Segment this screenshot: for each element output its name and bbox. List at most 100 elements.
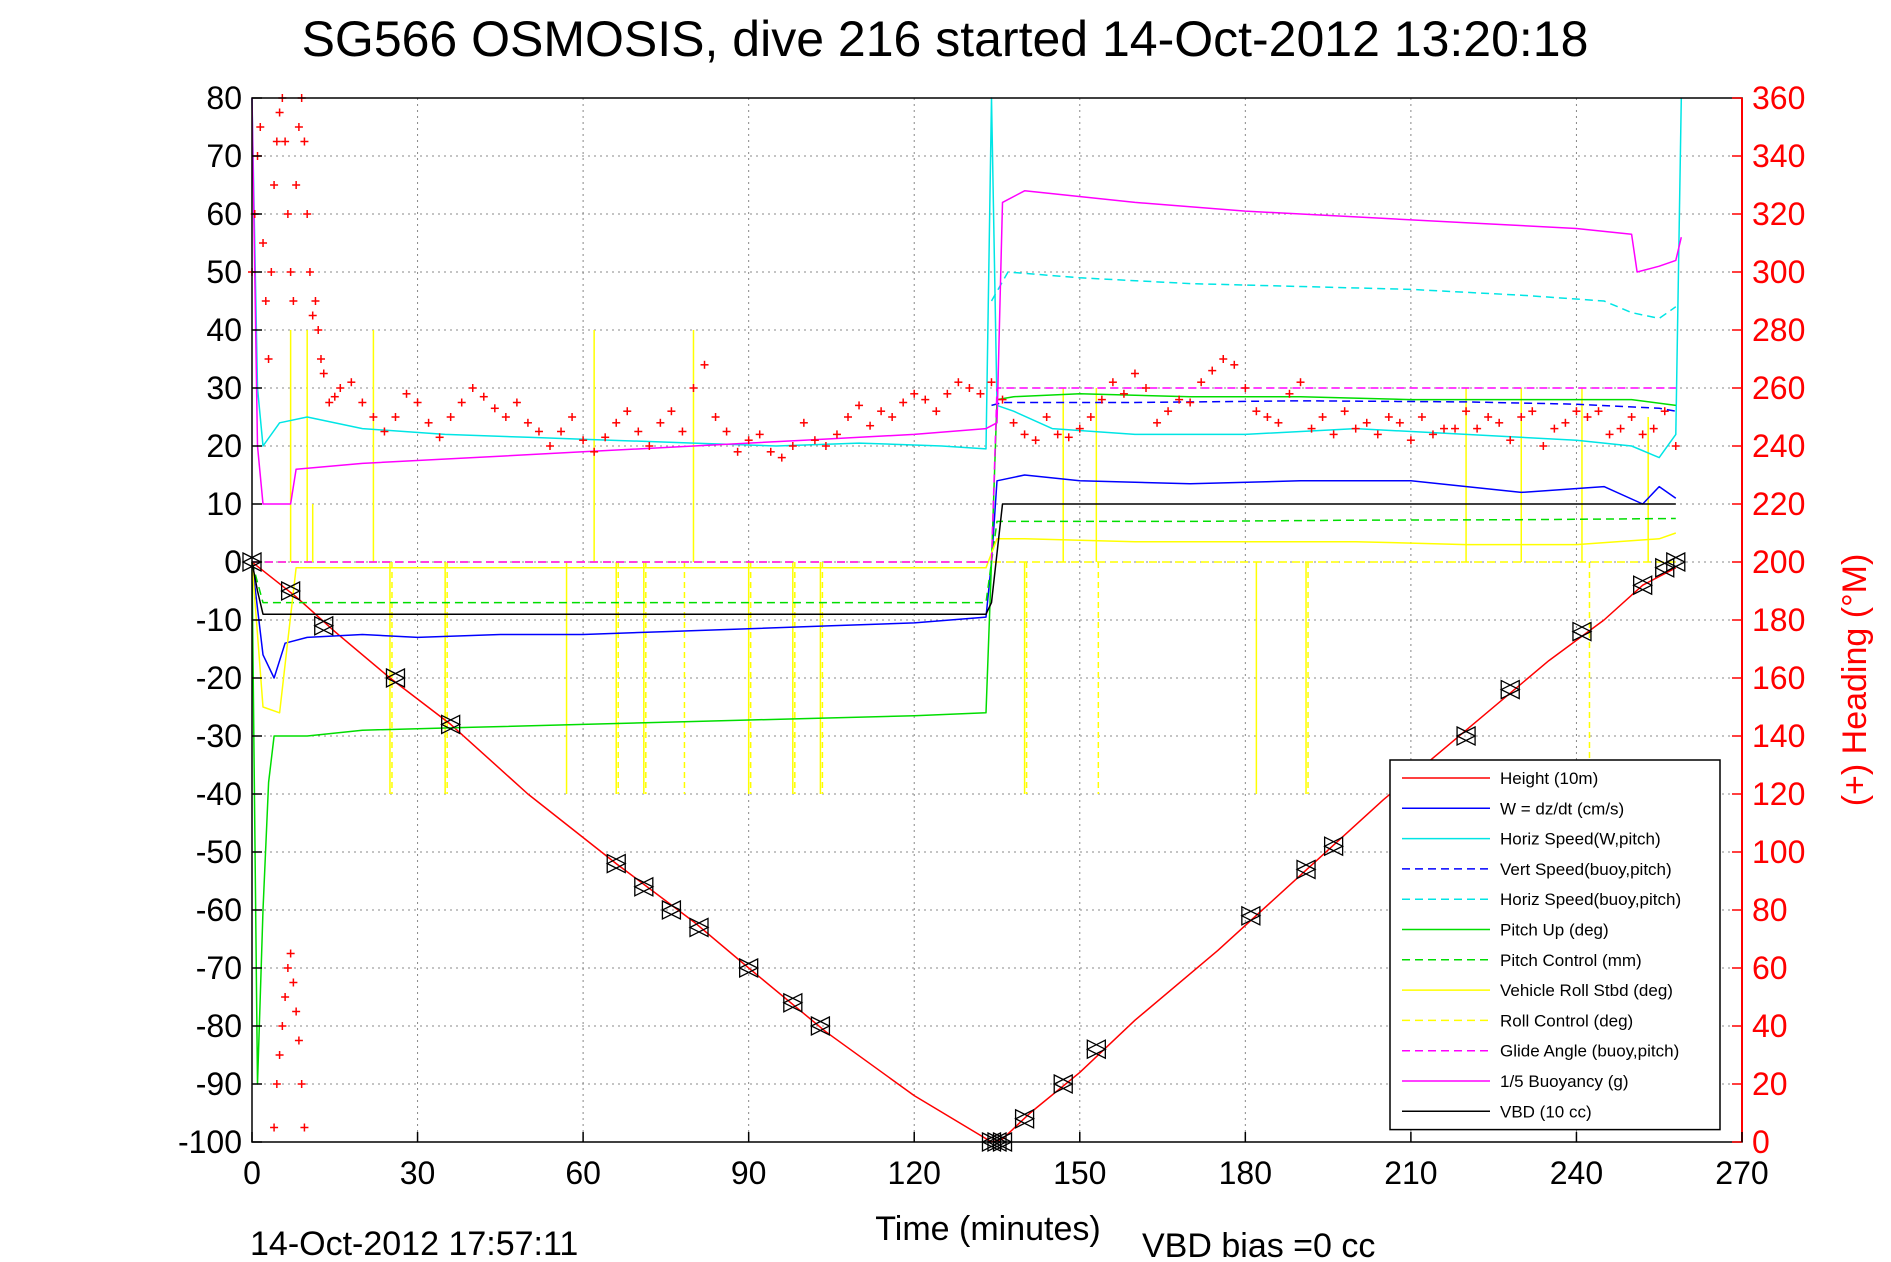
left-tick-label: -90: [196, 1066, 242, 1102]
heading-point: [501, 413, 510, 421]
right-tick-label: 0: [1752, 1124, 1770, 1160]
heading-point: [275, 1051, 284, 1059]
heading-point: [1517, 413, 1526, 421]
right-tick-label: 160: [1752, 660, 1805, 696]
heading-point: [1208, 366, 1217, 375]
x-tick-label: 270: [1715, 1155, 1768, 1191]
heading-point: [283, 964, 292, 972]
pitch-marker: [1499, 679, 1521, 700]
right-tick-label: 340: [1752, 138, 1805, 174]
heading-point: [579, 436, 588, 445]
marker-triangle-left: [1052, 1073, 1073, 1095]
heading-point: [1428, 430, 1437, 439]
heading-point: [855, 401, 864, 410]
heading-point: [910, 389, 919, 398]
left-tick-label: 80: [206, 80, 242, 116]
heading-point: [943, 389, 952, 398]
heading-point: [1164, 407, 1173, 416]
heading-point: [391, 413, 400, 421]
marker-triangle-left: [688, 917, 709, 938]
pitch-marker: [660, 899, 682, 921]
heading-point: [281, 993, 290, 1001]
heading-point: [286, 268, 295, 276]
series-line: [251, 474, 1677, 679]
heading-point: [272, 1080, 281, 1088]
heading-point: [667, 407, 676, 416]
heading-point: [1506, 436, 1515, 445]
heading-point: [1219, 355, 1228, 363]
heading-point: [700, 360, 709, 369]
heading-point: [1252, 407, 1261, 416]
heading-point: [1660, 407, 1669, 416]
heading-point: [755, 430, 764, 439]
heading-point: [336, 384, 345, 392]
heading-point: [347, 378, 356, 387]
left-tick-label: -50: [196, 834, 242, 870]
heading-point: [1197, 378, 1206, 387]
x-tick-label: 90: [731, 1155, 767, 1191]
heading-point: [1340, 407, 1349, 416]
heading-point: [965, 384, 974, 392]
heading-point: [722, 427, 731, 436]
legend-entry-label: Roll Control (deg): [1500, 1011, 1633, 1030]
legend-entry-label: Pitch Control (mm): [1500, 951, 1642, 970]
heading-point: [1462, 407, 1471, 416]
pitch-marker: [385, 667, 406, 689]
right-tick-label: 320: [1752, 196, 1805, 232]
heading-point: [523, 418, 532, 427]
heading-point: [314, 326, 323, 334]
x-tick-label: 60: [565, 1155, 601, 1191]
heading-point: [259, 239, 268, 247]
heading-point: [1186, 398, 1195, 407]
heading-point: [1130, 369, 1139, 378]
marker-triangle-left: [1014, 1108, 1035, 1129]
heading-point: [308, 311, 317, 320]
left-tick-label: -40: [196, 776, 242, 812]
left-tick-label: -100: [178, 1124, 242, 1160]
heading-point: [1561, 418, 1570, 427]
legend-entry-label: Horiz Speed(buoy,pitch): [1500, 890, 1681, 909]
heading-point: [300, 137, 309, 146]
left-tick-label: -70: [196, 950, 242, 986]
heading-point: [1484, 413, 1493, 421]
heading-point: [512, 398, 521, 407]
pitch-marker: [1455, 725, 1477, 747]
heading-point: [1362, 418, 1371, 427]
right-tick-label: 120: [1752, 776, 1805, 812]
heading-point: [292, 181, 301, 189]
left-tick-label: 60: [206, 196, 242, 232]
heading-point: [678, 427, 687, 436]
heading-point: [1594, 407, 1603, 416]
heading-point: [289, 297, 298, 305]
heading-point: [1627, 413, 1636, 421]
heading-point: [1086, 413, 1095, 421]
heading-point: [311, 297, 320, 305]
series-line: [990, 271, 1677, 320]
left-tick-label: 30: [206, 370, 242, 406]
heading-point: [1473, 424, 1482, 433]
plot-area: 80706050403020100-10-20-30-40-50-60-70-8…: [178, 80, 1805, 1191]
pitch-marker: [738, 957, 760, 979]
pitch-marker: [782, 992, 804, 1013]
footer-vbd-bias: VBD bias =0 cc: [1142, 1227, 1375, 1262]
right-tick-label: 360: [1752, 80, 1805, 116]
heading-point: [369, 413, 378, 421]
series-line: [251, 532, 1677, 714]
heading-point: [413, 398, 422, 407]
heading-point: [623, 407, 632, 416]
heading-point: [634, 427, 643, 436]
heading-point: [866, 421, 875, 430]
chart-title: SG566 OSMOSIS, dive 216 started 14-Oct-2…: [302, 11, 1589, 67]
marker-triangle-left: [1571, 621, 1592, 642]
heading-point: [283, 210, 292, 218]
left-tick-label: -30: [196, 718, 242, 754]
heading-point: [1142, 384, 1150, 392]
marker-triangle-left: [1323, 836, 1344, 857]
marker-triangle-left: [313, 615, 334, 636]
heading-point: [316, 355, 325, 363]
legend-entry-label: Vert Speed(buoy,pitch): [1500, 860, 1672, 879]
heading-point: [612, 418, 621, 427]
heading-point: [1395, 418, 1404, 427]
heading-point: [1042, 413, 1051, 421]
pitch-marker: [605, 853, 627, 874]
